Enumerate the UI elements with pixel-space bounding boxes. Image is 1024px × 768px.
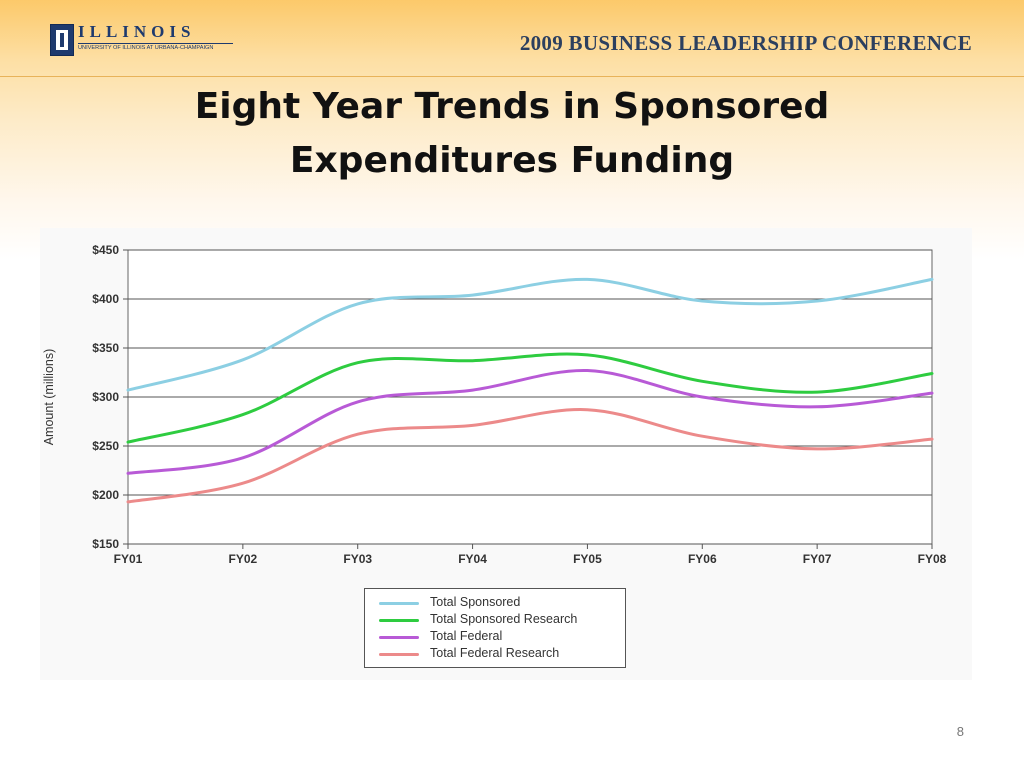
slide-title-line-1: Eight Year Trends in Sponsored	[194, 86, 830, 127]
x-tick-label: FY05	[573, 552, 602, 566]
x-tick-label: FY06	[688, 552, 717, 566]
page-number: 8	[956, 724, 964, 739]
legend-label-total-sponsored-research: Total Sponsored Research	[430, 612, 578, 626]
legend-item-total-sponsored: Total Sponsored	[365, 595, 627, 611]
x-tick-label: FY03	[343, 552, 372, 566]
legend-label-total-sponsored: Total Sponsored	[430, 595, 521, 609]
line-chart: $150 $200 $250 $300 $350 $400 $450 FY01 FY02 FY03…	[42, 243, 947, 566]
y-tick-label: $400	[92, 292, 119, 306]
slide-title-line-2: Expenditures Funding	[289, 140, 735, 181]
legend-item-total-federal: Total Federal	[365, 629, 627, 645]
series-line-total-sponsored-research	[126, 352, 934, 444]
series-line-total-sponsored	[126, 277, 934, 392]
x-tick-label: FY01	[114, 552, 143, 566]
illinois-logo: ILLINOIS UNIVERSITY OF ILLINOIS AT URBAN…	[50, 22, 235, 56]
legend-swatch-total-sponsored	[379, 602, 419, 605]
y-tick-label: $200	[92, 488, 119, 502]
x-tick-label: FY08	[918, 552, 947, 566]
y-tick-label: $250	[92, 439, 119, 453]
legend-item-total-sponsored-research: Total Sponsored Research	[365, 612, 627, 628]
y-tick-label: $150	[92, 537, 119, 551]
legend-item-total-federal-research: Total Federal Research	[365, 646, 627, 662]
y-axis-label: Amount (millions)	[42, 349, 56, 446]
logo-rule	[78, 43, 233, 44]
legend-label-total-federal-research: Total Federal Research	[430, 646, 560, 660]
x-tick-label: FY02	[229, 552, 258, 566]
legend-swatch-total-sponsored-research	[379, 619, 419, 622]
chart-legend: Total Sponsored Total Sponsored Research…	[364, 588, 626, 668]
y-tick-label: $450	[92, 243, 119, 257]
illinois-block-i-icon	[50, 24, 74, 56]
legend-label-total-federal: Total Federal	[430, 629, 503, 643]
header-band: ILLINOIS UNIVERSITY OF ILLINOIS AT URBAN…	[0, 0, 1024, 77]
y-tick-label: $300	[92, 390, 119, 404]
conference-title: 2009 BUSINESS LEADERSHIP CONFERENCE	[519, 31, 972, 55]
series-line-total-federal	[126, 368, 934, 475]
legend-swatch-total-federal	[379, 636, 419, 639]
chart-panel: $150 $200 $250 $300 $350 $400 $450 FY01 FY02 FY03…	[40, 228, 972, 680]
logo-wordmark: ILLINOIS	[78, 22, 196, 41]
y-tick-label: $350	[92, 341, 119, 355]
x-tick-label: FY07	[803, 552, 832, 566]
slide-title: Eight Year Trends in Sponsored Expenditu…	[0, 80, 1024, 188]
logo-subtitle: UNIVERSITY OF ILLINOIS AT URBANA-CHAMPAI…	[78, 45, 214, 51]
x-tick-label: FY04	[458, 552, 487, 566]
series-line-total-federal-research	[126, 408, 934, 504]
legend-swatch-total-federal-research	[379, 653, 419, 656]
